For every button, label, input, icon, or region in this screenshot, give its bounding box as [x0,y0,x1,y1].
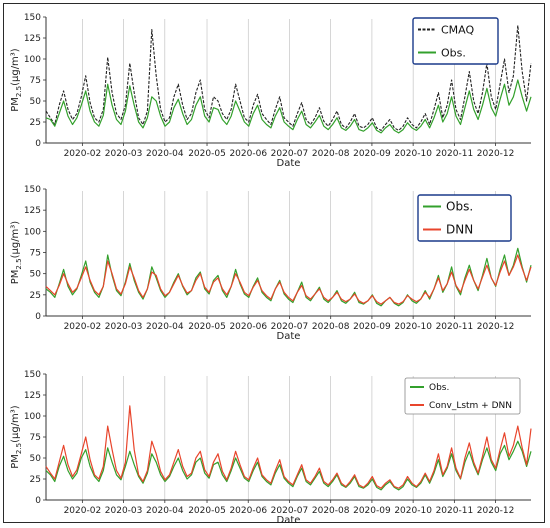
chart-panel-2: 0 25 50 75 100 125 150 2020-02 2020-03 2020-04 202… [10,185,532,342]
y-axis-label: PM2.5(μg/m³) [10,48,23,112]
x-tick-label: 2020-09 [353,506,391,516]
legend: Obs. Conv_Lstm + DNN [404,377,521,415]
legend-entry-label: Obs. [441,46,466,59]
legend: CMAQ Obs. [412,17,499,65]
chart-panel-1: 0 25 50 75 100 125 150 2020-02 2020-03 2020-04 202… [10,13,532,169]
x-tick-label: 2020-05 [188,149,226,159]
x-axis-label: Date [277,515,301,526]
legend-entry-label: Obs. [429,383,449,393]
y-axis-label: PM2.5(μg/m³) [10,405,23,469]
legend-entry-label: DNN [446,223,473,237]
x-tick-label: 2020-11 [436,506,474,516]
y-tick-label: 50 [30,454,42,464]
x-tick-label: 2020-08 [312,322,350,332]
y-tick-label: 125 [24,206,41,216]
x-tick-label: 2020-11 [436,322,474,332]
y-tick-label: 25 [30,475,41,485]
y-tick-label: 150 [24,13,41,23]
x-tick-label: 2020-12 [477,506,515,516]
y-tick-label: 50 [30,97,42,107]
legend-box [404,377,521,415]
x-tick-label: 2020-12 [477,322,515,332]
x-tick-label: 2020-02 [64,506,102,516]
x-tick-label: 2020-05 [188,506,226,516]
x-tick-label: 2020-03 [105,149,143,159]
x-tick-label: 2020-10 [394,506,432,516]
y-tick-label: 150 [24,185,41,195]
y-tick-label: 75 [30,76,41,86]
y-tick-label: 125 [24,34,41,44]
y-tick-label: 150 [24,370,41,380]
y-axis-label: PM2.5(μg/m³) [10,221,23,285]
x-tick-label: 2020-04 [146,322,184,332]
x-tick-label: 2020-10 [394,149,432,159]
x-axis-label: Date [277,158,301,169]
x-tick-label: 2020-12 [477,149,515,159]
series-line-2 [45,79,532,134]
series-line-1 [45,440,532,491]
series-line-2 [45,254,532,305]
legend-box [417,194,512,242]
x-tick-label: 2020-09 [353,322,391,332]
chart-panel-3: 0 25 50 75 100 125 150 2020-02 2020-03 2020-04 202… [10,370,532,526]
y-tick-label: 100 [24,412,41,422]
x-tick-label: 2020-06 [229,149,267,159]
y-tick-label: 25 [30,118,41,128]
x-axis-label: Date [277,331,301,342]
x-tick-label: 2020-04 [146,506,184,516]
x-tick-label: 2020-07 [271,322,309,332]
y-tick-label: 0 [35,312,41,322]
x-tick-label: 2020-06 [229,506,267,516]
x-tick-label: 2020-03 [105,322,143,332]
x-tick-label: 2020-10 [394,322,432,332]
y-tick-label: 75 [30,433,41,443]
x-tick-label: 2020-07 [271,149,309,159]
series-line-2 [45,405,532,489]
x-tick-label: 2020-09 [353,149,391,159]
legend-entry-label: CMAQ [441,23,475,36]
x-tick-label: 2020-08 [312,149,350,159]
y-tick-label: 0 [35,496,41,506]
x-tick-label: 2020-04 [146,149,184,159]
legend-entry-label: Obs. [446,200,473,214]
y-tick-label: 100 [24,227,41,237]
x-tick-label: 2020-05 [188,322,226,332]
x-tick-label: 2020-02 [64,322,102,332]
y-tick-label: 25 [30,291,41,301]
x-tick-label: 2020-07 [271,506,309,516]
y-tick-label: 100 [24,55,41,65]
legend: Obs. DNN [417,194,512,242]
x-tick-label: 2020-11 [436,149,474,159]
y-tick-label: 50 [30,270,42,280]
legend-entry-label: Conv_Lstm + DNN [429,401,512,411]
x-tick-label: 2020-02 [64,149,102,159]
y-tick-label: 0 [35,139,41,149]
series-line-1 [45,24,532,131]
x-tick-label: 2020-03 [105,506,143,516]
x-tick-label: 2020-08 [312,506,350,516]
x-tick-label: 2020-06 [229,322,267,332]
y-tick-label: 125 [24,391,41,401]
y-tick-label: 75 [30,249,41,259]
